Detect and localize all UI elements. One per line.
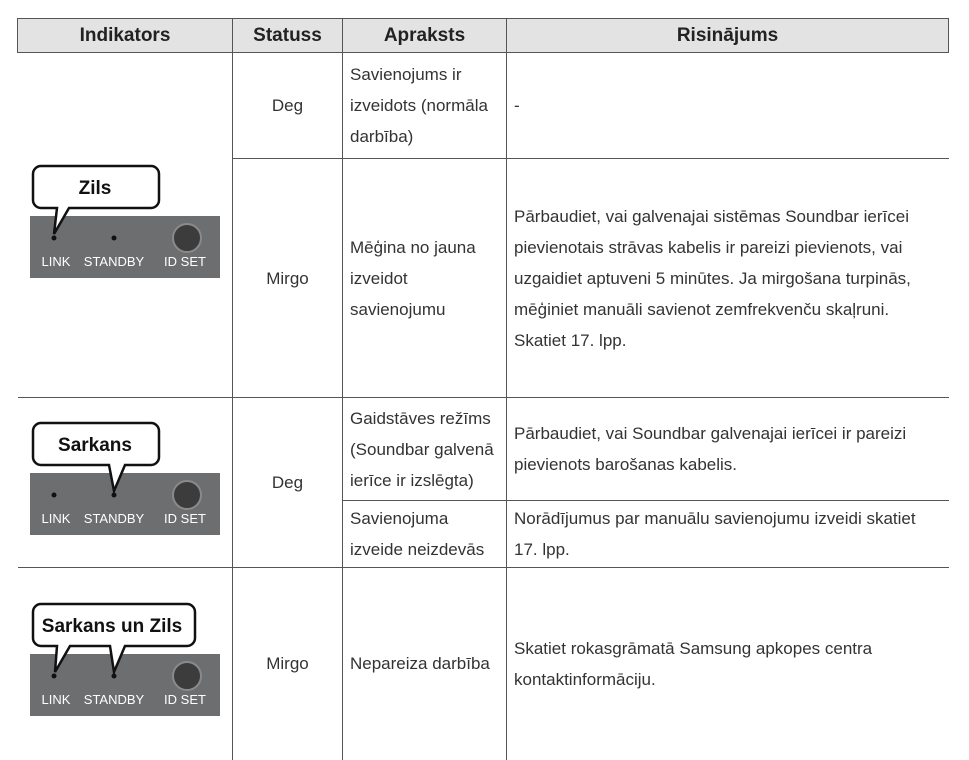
indicator-cell: Sarkans LINK STANDBY ID SET xyxy=(17,397,233,568)
panel-label: LINK xyxy=(41,692,70,707)
row: Savienojuma izveide neizdevās Norādījumu… xyxy=(18,500,949,568)
header-cell: Apraksts xyxy=(342,18,507,53)
header-cell: Indikators xyxy=(17,18,233,53)
panel-label: STANDBY xyxy=(84,254,145,269)
indicator-cell: Zils LINK STANDBY ID SET xyxy=(17,52,233,398)
indicator: Sarkans un Zils LINK STANDBY ID SET xyxy=(29,603,220,717)
description: Savienojums ir izveidots (normāla darbīb… xyxy=(342,52,507,159)
description: Nepareiza darbība xyxy=(342,567,507,760)
panel-label: ID SET xyxy=(164,511,206,526)
panel-label: STANDBY xyxy=(84,511,145,526)
panel-label: STANDBY xyxy=(84,692,145,707)
panel-label: LINK xyxy=(41,254,70,269)
status: Deg xyxy=(232,397,343,568)
solution: - xyxy=(506,52,949,159)
description: Mēģina no jauna izveidot savienojumu xyxy=(342,158,507,398)
status-table: Indikators Statuss Apraksts Risinājums Z… xyxy=(17,18,949,760)
panel-label: LINK xyxy=(41,511,70,526)
indicator: Sarkans LINK STANDBY ID SET xyxy=(29,421,220,535)
solution: Norādījumus par manuālu savienojumu izve… xyxy=(506,500,949,568)
panel-label: ID SET xyxy=(164,254,206,269)
panel-label: ID SET xyxy=(164,692,206,707)
status: Mirgo xyxy=(232,158,343,398)
indicator-cell: Sarkans un Zils LINK STANDBY ID SET xyxy=(17,567,233,760)
solution: Pārbaudiet, vai galvenajai sistēmas Soun… xyxy=(506,158,949,398)
solution: Pārbaudiet, vai Soundbar galvenajai ierī… xyxy=(506,397,949,501)
row: Sarkans LINK STANDBY ID SET Deg Gaidstāv… xyxy=(17,397,949,568)
row: Mirgo Mēģina no jauna izveidot savienoju… xyxy=(18,158,949,398)
row: Zils LINK STANDBY ID SET Deg Savienojums… xyxy=(17,52,949,398)
indicator-label: Zils xyxy=(78,178,111,199)
description: Savienojuma izveide neizdevās xyxy=(342,500,507,568)
indicator-label: Sarkans un Zils xyxy=(42,616,182,637)
description: Gaidstāves režīms (Soundbar galvenā ierī… xyxy=(342,397,507,501)
header-cell: Statuss xyxy=(232,18,343,53)
row: Sarkans un Zils LINK STANDBY ID SET Mirg… xyxy=(17,567,949,760)
header-row: Indikators Statuss Apraksts Risinājums xyxy=(17,18,949,53)
indicator: Zils LINK STANDBY ID SET xyxy=(29,164,220,278)
header-cell: Risinājums xyxy=(506,18,949,53)
status: Deg xyxy=(232,52,343,159)
indicator-label: Sarkans xyxy=(58,435,132,456)
solution: Skatiet rokasgrāmatā Samsung apkopes cen… xyxy=(506,567,949,760)
status: Mirgo xyxy=(232,567,343,760)
